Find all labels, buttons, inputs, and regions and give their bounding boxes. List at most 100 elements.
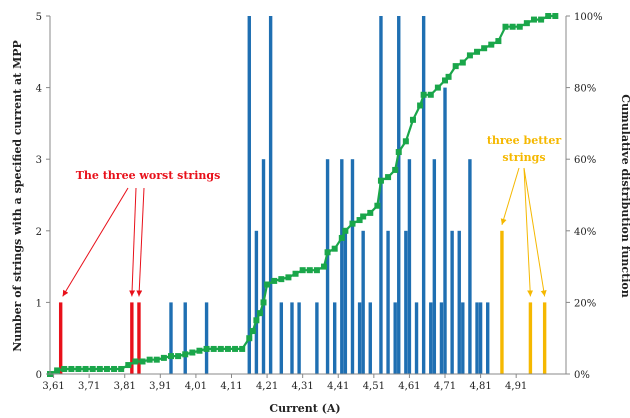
worst-arrow xyxy=(136,187,145,297)
bar-normal xyxy=(183,302,187,374)
cdf-point xyxy=(260,299,267,306)
annotations-layer: The three worst strings three better str… xyxy=(62,134,561,297)
bar-normal xyxy=(268,16,273,374)
cdf-point xyxy=(256,310,263,317)
cdf-point xyxy=(203,345,210,352)
better-arrow xyxy=(500,167,520,225)
x-tick-label: 3,61 xyxy=(42,381,64,392)
cdf-point xyxy=(392,166,399,173)
cdf-point xyxy=(427,91,434,98)
cdf-point xyxy=(434,84,441,91)
cdf-point xyxy=(452,63,459,70)
better-arrow xyxy=(523,167,547,297)
x-tick-label: 4,51 xyxy=(363,381,385,392)
worst-arrow xyxy=(129,187,137,297)
x-tick-label: 4,31 xyxy=(292,381,314,392)
bar-normal xyxy=(247,16,251,374)
cdf-point xyxy=(530,16,537,23)
cdf-point xyxy=(292,270,299,277)
cdf-point xyxy=(153,356,160,363)
bar-normal xyxy=(450,230,454,374)
cdf-point xyxy=(409,116,416,123)
cdf-point xyxy=(306,267,313,274)
cdf-point xyxy=(356,217,363,224)
cdf-point xyxy=(495,38,502,45)
x-tick-label: 4,21 xyxy=(256,381,278,392)
bar-normal xyxy=(340,159,344,374)
cdf-point xyxy=(420,91,427,98)
y-tick-label: 4 xyxy=(36,84,42,95)
bar-normal xyxy=(407,159,412,374)
cdf-point xyxy=(385,174,392,181)
bar-normal xyxy=(379,16,383,374)
bar-normal xyxy=(261,159,266,374)
bar-normal xyxy=(350,159,355,374)
x-tick-label: 4,41 xyxy=(327,381,349,392)
cdf-point xyxy=(118,365,125,372)
x-tick-label: 4,91 xyxy=(505,381,527,392)
cdf-point xyxy=(167,353,174,360)
y-tick-label: 5 xyxy=(36,12,42,23)
cdf-point xyxy=(395,149,402,156)
cdf-point xyxy=(367,209,374,216)
cdf-point xyxy=(474,48,481,55)
cdf-point xyxy=(516,23,523,30)
x-tick-label: 4,01 xyxy=(185,381,207,392)
cdf-point xyxy=(253,317,260,324)
bar-normal xyxy=(468,159,472,374)
bar-normal xyxy=(478,302,483,374)
worst-arrow xyxy=(62,187,129,297)
bar-normal xyxy=(315,302,319,374)
x-tick-label: 3,71 xyxy=(78,381,100,392)
x-axis-title: Current (A) xyxy=(269,402,340,415)
bar-normal xyxy=(432,159,437,374)
y2-tick-label: 40% xyxy=(574,227,596,238)
cdf-point xyxy=(459,59,466,66)
cdf-point xyxy=(224,345,231,352)
axes-layer: 3,61 3,71 3,81 3,91 4,01 4,11 4,21 4,31 4,41 4,51… xyxy=(36,12,603,392)
cdf-point xyxy=(299,267,306,274)
bar-worst xyxy=(137,302,141,374)
cdf-point xyxy=(82,365,89,372)
cdf-point xyxy=(146,356,153,363)
bars-layer xyxy=(58,16,547,374)
worst-strings-label: The three worst strings xyxy=(76,169,221,182)
y2-tick-label: 0% xyxy=(574,370,590,381)
cdf-point xyxy=(278,276,285,283)
cdf-point xyxy=(538,16,545,23)
bar-normal xyxy=(368,302,372,374)
x-tick-label: 4,71 xyxy=(434,381,456,392)
y-tick-label: 2 xyxy=(36,227,42,238)
bar-normal xyxy=(393,302,397,374)
cdf-point xyxy=(349,220,356,227)
bar-normal xyxy=(486,302,490,374)
bar-normal xyxy=(325,159,330,374)
cdf-point xyxy=(249,328,256,335)
cdf-point xyxy=(442,77,449,84)
better-arrow xyxy=(523,167,534,297)
cdf-point xyxy=(360,213,367,220)
cdf-point xyxy=(160,354,167,361)
y-tick-label: 0 xyxy=(36,370,42,381)
cdf-point xyxy=(175,353,182,360)
cdf-point xyxy=(324,249,331,256)
y2-tick-label: 20% xyxy=(574,298,596,309)
cdf-point xyxy=(89,365,96,372)
cdf-point xyxy=(210,345,217,352)
cdf-point xyxy=(125,362,132,369)
cdf-point xyxy=(68,365,75,372)
bar-normal xyxy=(343,230,348,374)
bar-normal xyxy=(414,302,419,374)
y2-tick-label: 100% xyxy=(574,12,603,23)
bar-normal xyxy=(439,302,444,374)
cdf-layer xyxy=(47,13,559,377)
cdf-point xyxy=(217,345,224,352)
cdf-point xyxy=(488,41,495,48)
bar-normal xyxy=(297,302,301,374)
bar-normal xyxy=(361,230,365,374)
bar-normal xyxy=(169,302,173,374)
cdf-point xyxy=(509,23,516,30)
y-axis-title: Number of strings with a specified curre… xyxy=(11,40,24,352)
cdf-point xyxy=(321,263,328,270)
cdf-point xyxy=(338,234,345,241)
